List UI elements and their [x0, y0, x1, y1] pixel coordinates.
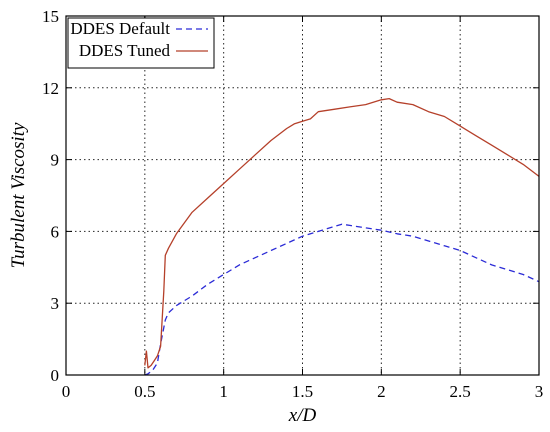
y-tick-label: 12 — [42, 79, 59, 98]
plot-frame — [65, 15, 540, 376]
x-tick-label: 2.5 — [450, 382, 471, 401]
legend-label-ddes-default: DDES Default — [70, 19, 170, 38]
tick-labels: 0 0.5 1 1.5 2 2.5 3 0 3 6 9 12 15 — [42, 7, 543, 401]
y-tick-label: 6 — [51, 222, 60, 241]
y-tick-label: 0 — [51, 366, 60, 385]
axis-ticks — [65, 15, 540, 376]
series-line-ddes-default — [144, 223, 540, 376]
y-tick-label: 3 — [51, 294, 60, 313]
series-line-ddes-tuned — [144, 97, 540, 369]
y-tick-label: 15 — [42, 7, 59, 26]
legend: DDES Default DDES Tuned — [67, 17, 215, 69]
legend-label-ddes-tuned: DDES Tuned — [79, 41, 171, 60]
y-tick-label: 9 — [51, 151, 60, 170]
x-tick-label: 2 — [377, 382, 386, 401]
x-tick-label: 0.5 — [134, 382, 155, 401]
x-tick-label: 0 — [62, 382, 71, 401]
y-axis-title: Turbulent Viscosity — [8, 122, 29, 268]
x-tick-label: 3 — [535, 382, 544, 401]
x-tick-label: 1.5 — [292, 382, 313, 401]
x-axis-title: x/D — [288, 405, 317, 426]
grid-lines — [66, 16, 539, 375]
legend-box — [67, 17, 215, 69]
series-layer — [144, 97, 540, 376]
x-tick-label: 1 — [219, 382, 228, 401]
